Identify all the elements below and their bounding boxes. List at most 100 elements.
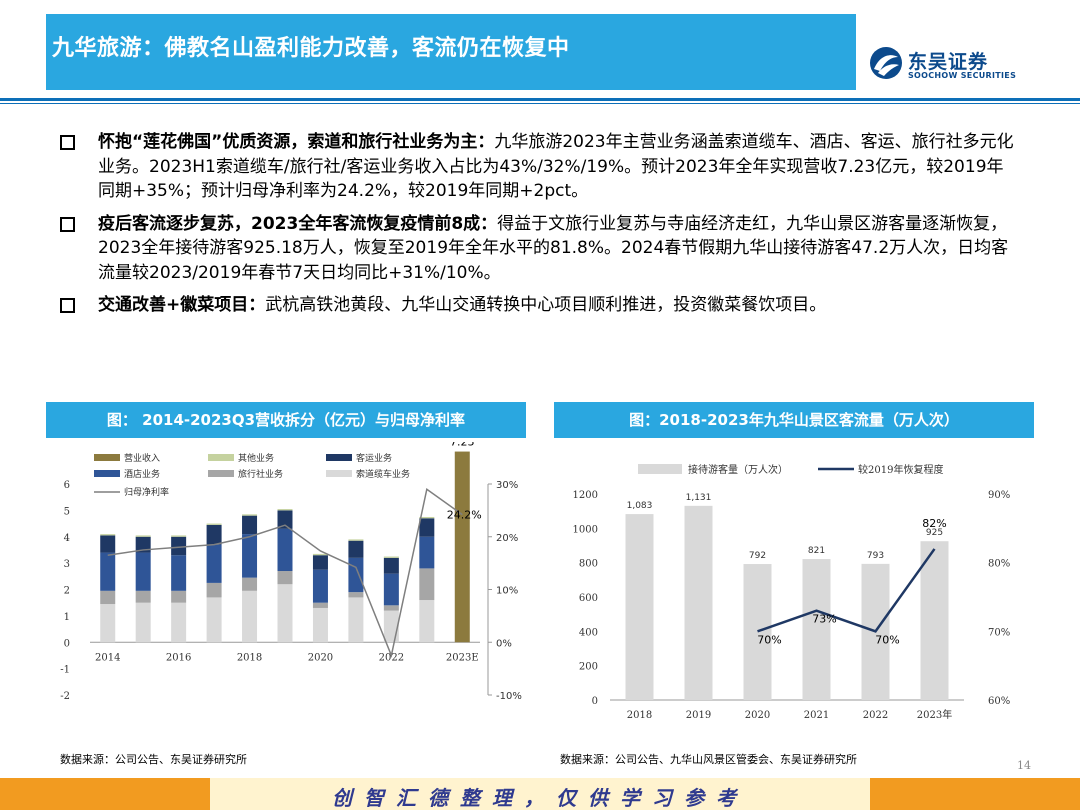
bar-segment (383, 557, 399, 574)
x-tick-label: 2016 (166, 652, 191, 663)
bar-segment (206, 597, 222, 643)
bar-segment (419, 600, 435, 643)
soochow-logo-icon (870, 47, 902, 79)
bar-segment (171, 536, 187, 556)
bar-value-label: 1,131 (686, 493, 712, 503)
bullet-text: 得益于文旅行业复苏与寺庙经济走红，九华山景区游客量逐渐恢复，2023全年接待游客… (98, 213, 1009, 283)
bar-segment (242, 534, 258, 578)
legend-swatch (208, 454, 234, 461)
y-tick-label: 0 (592, 696, 598, 707)
legend-swatch (326, 470, 352, 477)
bar-value-label: 7.23 (450, 442, 475, 449)
bar-segment (100, 604, 116, 643)
y2-tick-label: 80% (988, 559, 1010, 570)
visitor-chart-panel: 图：2018-2023年九华山景区客流量（万人次） 接待游客量（万人次） 较201… (554, 402, 1034, 732)
bar (802, 559, 831, 700)
y-tick-label: 2 (64, 586, 70, 597)
page-title: 九华旅游：佛教名山盈利能力改善，客流仍在恢复中 (52, 36, 570, 61)
recovery-value-label: 82% (922, 517, 946, 530)
y-tick-label: 800 (579, 559, 598, 570)
bar-segment (206, 523, 222, 525)
recovery-value-label: 70% (757, 633, 781, 646)
visitor-chart-heading: 图：2018-2023年九华山景区客流量（万人次） (554, 402, 1034, 438)
y2-tick-label: 30% (496, 480, 518, 491)
legend-label: 其他业务 (238, 452, 274, 464)
y2-tick-label: 60% (988, 696, 1010, 707)
bar-segment (312, 555, 328, 570)
bar-segment (383, 573, 399, 606)
y2-tick-label: 20% (496, 533, 518, 544)
y-tick-label: 1 (64, 612, 70, 623)
bar-segment (312, 607, 328, 643)
checkbox-bullet-icon (60, 216, 75, 232)
y2-tick-label: 10% (496, 586, 518, 597)
x-tick-label: 2022 (863, 710, 888, 721)
bar-segment (312, 553, 328, 556)
bar-segment (100, 590, 116, 605)
page-number: 14 (1017, 759, 1031, 772)
legend-label: 归母净利率 (124, 486, 169, 498)
margin-value-label: 24.2% (447, 509, 482, 522)
left-chart-source: 数据来源：公司公告、东吴证券研究所 (60, 753, 247, 766)
bullet-heading: 怀抱“莲花佛国”优质资源，索道和旅行社业务为主： (98, 132, 495, 152)
bar-segment (135, 602, 151, 643)
legend-label: 接待游客量（万人次） (688, 463, 788, 476)
footer-inner (210, 778, 870, 810)
bar-segment (135, 535, 151, 537)
bar-segment (171, 555, 187, 591)
y-tick-label: 200 (579, 662, 598, 673)
x-tick-label: 2014 (95, 652, 120, 663)
y-tick-label: 5 (64, 506, 70, 517)
bar-value-label: 793 (867, 551, 884, 561)
bar-segment (277, 509, 293, 511)
bar-segment (242, 590, 258, 643)
bar-segment (277, 510, 293, 529)
revenue-chart-panel: 图： 2014-2023Q3营收拆分（亿元）与归母净利率 营业收入 其他业务 客运业… (46, 402, 526, 732)
x-tick-label: 2022 (379, 652, 404, 663)
y-tick-label: 600 (579, 593, 598, 604)
bullet-list: 怀抱“莲花佛国”优质资源，索道和旅行社业务为主：九华旅游2023年主营业务涵盖索… (60, 130, 1020, 326)
bar-segment (419, 536, 435, 569)
x-tick-label: 2020 (745, 710, 770, 721)
bar (684, 505, 713, 700)
header-rule-thin (0, 103, 1080, 104)
bar-segment (419, 516, 435, 519)
bullet-item: 怀抱“莲花佛国”优质资源，索道和旅行社业务为主：九华旅游2023年主营业务涵盖索… (60, 130, 1020, 204)
title-bar (46, 14, 856, 90)
bullet-text: 九华旅游2023年主营业务涵盖索道缆车、酒店、客运、旅行社多元化业务。2023H… (98, 132, 1014, 201)
bar-segment (242, 514, 258, 516)
logo-text-cn: 东吴证券 (908, 51, 989, 73)
bar-value-label: 792 (749, 551, 766, 561)
footer-watermark-text: 创智汇德整理，仅供学习参考 (332, 786, 748, 810)
bullet-heading: 疫后客流逐步复苏，2023全年客流恢复疫情前8成： (98, 213, 498, 234)
revenue-chart-heading: 图： 2014-2023Q3营收拆分（亿元）与归母净利率 (46, 402, 526, 438)
bar-segment (454, 451, 470, 643)
bar-segment (242, 515, 258, 535)
legend-label: 酒店业务 (124, 468, 160, 480)
y-tick-label: 400 (579, 627, 598, 638)
bar-segment (383, 610, 399, 643)
legend-label: 旅行社业务 (238, 468, 283, 480)
legend-label: 较2019年恢复程度 (858, 463, 943, 476)
y-tick-label: 1200 (573, 490, 598, 501)
bar-value-label: 925 (926, 528, 943, 538)
recovery-value-label: 70% (875, 633, 899, 646)
y-tick-label: 3 (64, 559, 70, 570)
y2-tick-label: 70% (988, 627, 1010, 638)
bar-segment (419, 518, 435, 537)
header-rule (0, 98, 1080, 101)
company-logo: 东吴证券 SOOCHOW SECURITIES (868, 45, 1038, 85)
bar-segment (348, 592, 364, 598)
y2-tick-label: 0% (496, 638, 512, 649)
bar-segment (312, 602, 328, 608)
legend-swatch (94, 454, 120, 461)
bar-segment (206, 582, 222, 598)
bullet-heading: 交通改善+徽菜项目： (98, 295, 266, 315)
bullet-text: 武杭高铁池黄段、九华山交通转换中心项目顺利推进，投资徽菜餐饮项目。 (265, 295, 827, 315)
x-tick-label: 2023E (446, 652, 479, 663)
bar-segment (171, 535, 187, 537)
bar-segment (100, 534, 116, 536)
bar-segment (383, 605, 399, 611)
legend-swatch (208, 470, 234, 477)
bar-segment (312, 569, 328, 603)
